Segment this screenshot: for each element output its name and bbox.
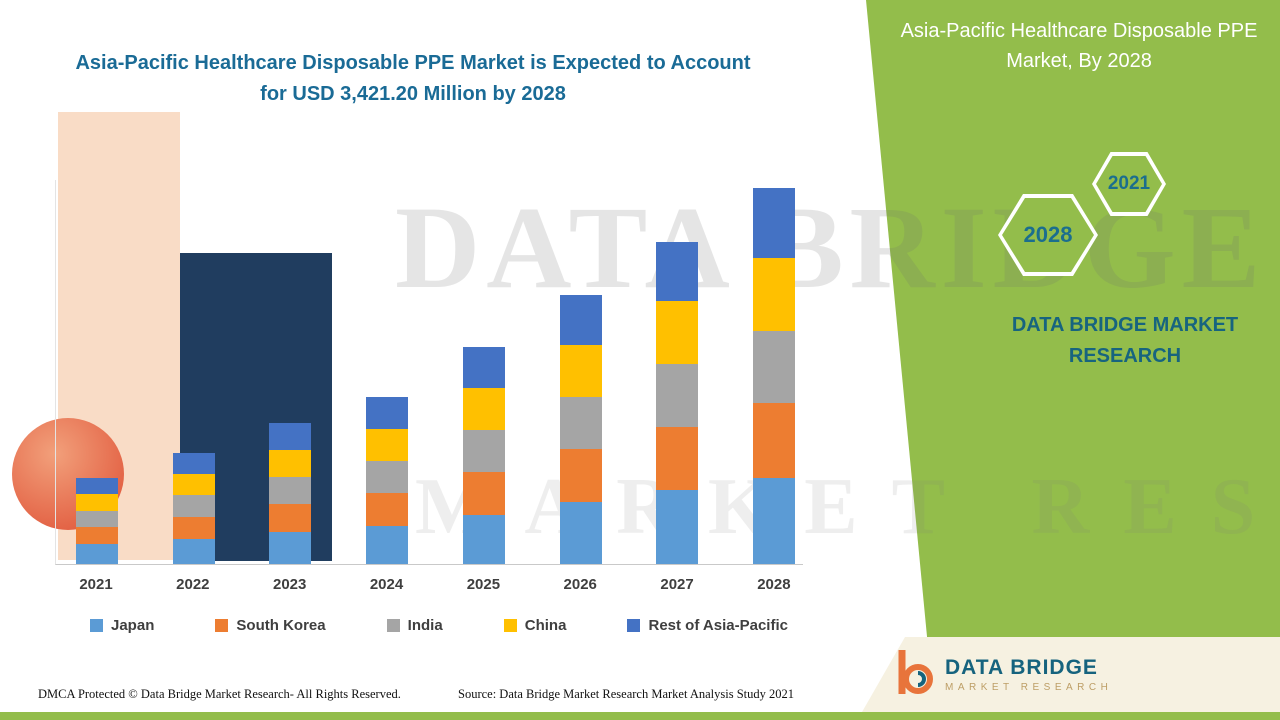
legend-item-india: India	[386, 617, 443, 634]
segment-china-2027	[656, 301, 699, 364]
x-axis-label-2024: 2024	[369, 576, 404, 593]
segment-japan-2021	[76, 544, 118, 564]
x-axis-label-2021: 2021	[79, 576, 113, 593]
segment-rest-of-asia-pacific-2026	[559, 295, 602, 345]
bars-row	[56, 180, 803, 564]
segment-rest-of-asia-pacific-2022	[172, 453, 215, 474]
x-axis-label-2023: 2023	[273, 576, 307, 593]
hexagon-badge-2028: 2028	[998, 194, 1098, 276]
legend-swatch-south-korea	[215, 619, 229, 632]
hexagon-badge-2021: 2021	[1092, 152, 1166, 216]
segment-india-2024	[366, 460, 409, 493]
bar-2023	[269, 423, 312, 564]
segment-japan-2028	[752, 478, 795, 564]
segment-south-korea-2024	[366, 493, 409, 526]
bar-2021	[76, 478, 118, 564]
segment-china-2022	[172, 473, 215, 496]
segment-china-2024	[366, 428, 409, 461]
segment-china-2021	[76, 494, 118, 511]
segment-rest-of-asia-pacific-2027	[656, 241, 699, 302]
segment-japan-2027	[656, 490, 699, 564]
company-logo: DATA BRIDGE MARKET RESEARCH	[895, 648, 1112, 701]
bar-2025	[462, 347, 505, 564]
segment-rest-of-asia-pacific-2021	[76, 478, 118, 495]
legend: Japan South Korea India China Rest of Asia-P…	[90, 617, 788, 634]
legend-label-south-korea: South Korea	[236, 617, 326, 634]
segment-india-2028	[752, 330, 795, 404]
segment-japan-2022	[172, 538, 215, 564]
bottom-green-bar	[0, 712, 1280, 720]
logo-title: DATA BRIDGE	[945, 656, 1098, 679]
legend-item-china: China	[503, 617, 567, 634]
legend-label-china: China	[524, 617, 567, 634]
data-bridge-b-icon	[895, 648, 935, 701]
segment-india-2021	[76, 510, 118, 528]
x-axis-label-2027: 2027	[660, 576, 694, 593]
segment-china-2023	[269, 450, 312, 478]
segment-south-korea-2021	[76, 527, 118, 545]
segment-india-2026	[559, 396, 602, 450]
side-panel-title: Asia-Pacific Healthcare Disposable PPE M…	[900, 20, 1258, 72]
legend-swatch-rest-of-asia-pacific	[627, 619, 641, 632]
segment-china-2025	[462, 388, 505, 430]
legend-item-japan: Japan	[90, 617, 154, 634]
footer-dmca-text: DMCA Protected © Data Bridge Market Rese…	[38, 687, 401, 701]
segment-rest-of-asia-pacific-2023	[269, 423, 312, 451]
legend-label-rest-of-asia-pacific: Rest of Asia-Pacific	[648, 617, 788, 634]
segment-india-2027	[656, 363, 699, 427]
chart-title: Asia-Pacific Healthcare Disposable PPE M…	[75, 52, 751, 105]
x-axis-labels: 2021 2022 2023 2024 2025 2026 2027 2028	[55, 576, 803, 593]
segment-china-2028	[752, 257, 795, 331]
segment-south-korea-2027	[656, 426, 699, 491]
logo-subtitle: MARKET RESEARCH	[945, 682, 1113, 693]
segment-rest-of-asia-pacific-2025	[462, 347, 505, 389]
footer-source-text: Source: Data Bridge Market Research Mark…	[458, 687, 795, 701]
segment-south-korea-2025	[462, 471, 505, 515]
bar-2028	[752, 187, 795, 564]
x-axis-label-2022: 2022	[176, 576, 210, 593]
x-axis-label-2028: 2028	[757, 576, 791, 593]
segment-china-2026	[559, 344, 602, 397]
legend-swatch-japan	[90, 619, 103, 632]
legend-swatch-china	[503, 619, 517, 632]
segment-rest-of-asia-pacific-2028	[752, 187, 795, 258]
x-axis-label-2025: 2025	[466, 576, 501, 593]
legend-label-india: India	[407, 617, 443, 634]
segment-south-korea-2023	[269, 504, 312, 533]
brand-name-text: DATA BRIDGE MARKET RESEARCH	[1011, 314, 1239, 367]
legend-item-rest-of-asia-pacific: Rest of Asia-Pacific	[627, 617, 788, 634]
segment-india-2025	[462, 429, 505, 472]
x-axis-label-2026: 2026	[563, 576, 597, 593]
segment-india-2023	[269, 477, 312, 505]
segment-japan-2026	[559, 502, 602, 564]
segment-south-korea-2028	[752, 403, 795, 479]
segment-south-korea-2026	[559, 449, 602, 503]
bar-2024	[366, 397, 409, 564]
legend-swatch-india	[386, 619, 400, 632]
legend-item-south-korea: South Korea	[215, 617, 326, 634]
bar-2026	[559, 295, 602, 564]
bar-2027	[656, 241, 699, 564]
segment-japan-2023	[269, 532, 312, 564]
plot-area	[55, 180, 803, 565]
legend-label-japan: Japan	[111, 617, 155, 634]
segment-india-2022	[172, 495, 215, 517]
segment-japan-2024	[366, 526, 409, 564]
segment-japan-2025	[462, 514, 505, 564]
segment-rest-of-asia-pacific-2024	[366, 397, 409, 429]
segment-south-korea-2022	[172, 516, 215, 539]
watermark-text-market-research: MARKET RESEARCH	[415, 463, 1280, 551]
bar-2022	[172, 453, 215, 564]
